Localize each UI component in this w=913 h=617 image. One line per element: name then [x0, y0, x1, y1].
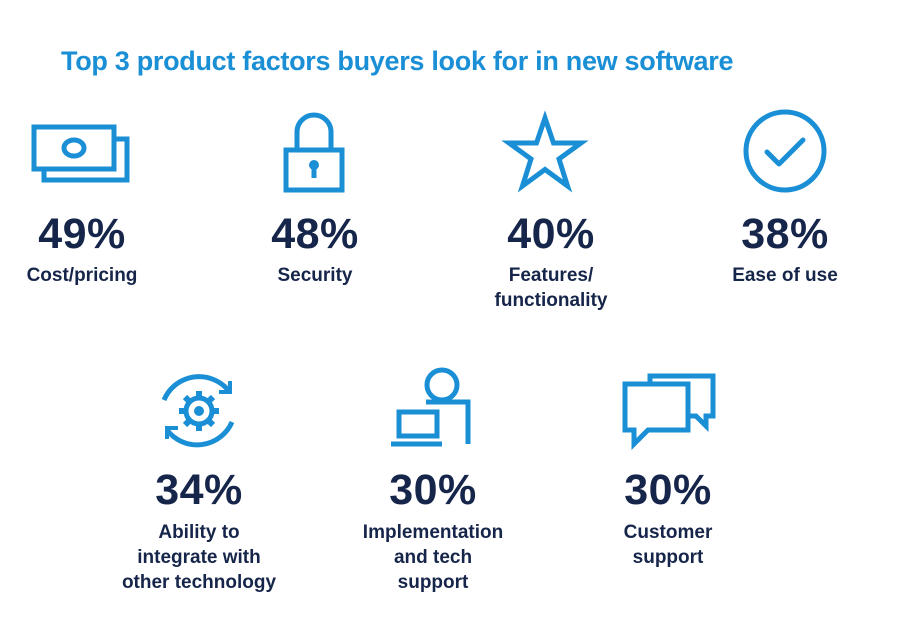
factor-label: Security: [277, 265, 353, 286]
star-icon: [495, 110, 595, 194]
factor-value: 38%: [741, 210, 829, 258]
chat-bubbles-icon: [620, 373, 720, 456]
gear-refresh-icon: [149, 370, 249, 452]
factor-value: 30%: [624, 466, 712, 514]
factor-label: Ease of use: [732, 265, 838, 286]
factor-label: Implementation and tech support: [362, 522, 504, 593]
factor-label: Cost/pricing: [26, 265, 138, 286]
page-title: Top 3 product factors buyers look for in…: [61, 46, 734, 76]
factor-label: Ability to integrate with other technolo…: [121, 522, 277, 593]
factor-value: 48%: [271, 210, 359, 258]
person-laptop-icon: [384, 366, 484, 448]
money-icon: [31, 120, 131, 202]
factor-value: 30%: [389, 466, 477, 514]
factor-value: 34%: [155, 466, 243, 514]
factor-value: 49%: [38, 210, 126, 258]
checkmark-circle-icon: [735, 109, 835, 193]
factor-value: 40%: [507, 210, 595, 258]
factor-label: Features/ functionality: [494, 265, 608, 311]
factor-label: Customer support: [623, 522, 713, 568]
lock-icon: [264, 112, 364, 194]
